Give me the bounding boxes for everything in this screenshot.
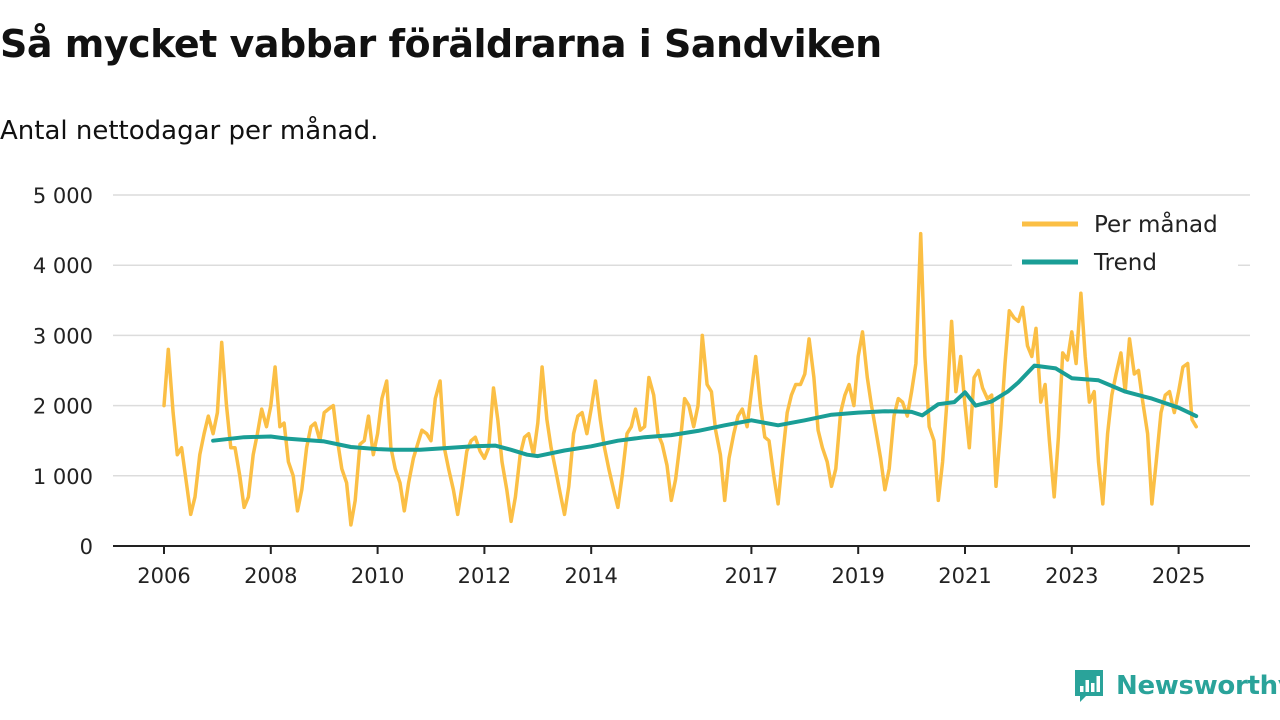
brand-name: Newsworthy <box>1116 671 1280 701</box>
y-tick-label: 5 000 <box>33 184 93 208</box>
series-line-trend <box>211 363 1199 459</box>
x-tick-label: 2006 <box>137 564 190 588</box>
legend-background <box>1012 203 1238 285</box>
page-title: Så mycket vabbar föräldrarna i Sandviken <box>0 22 882 66</box>
brand: Newsworthy <box>1072 666 1280 706</box>
x-tick-label: 2017 <box>725 564 778 588</box>
x-tick-label: 2012 <box>458 564 511 588</box>
x-tick-label: 2025 <box>1152 564 1205 588</box>
y-tick-label: 0 <box>80 535 93 559</box>
y-tick-label: 1 000 <box>33 465 93 489</box>
series-layer <box>162 231 1199 527</box>
bar-chart-logo-icon <box>1075 670 1103 702</box>
x-tick-label: 2021 <box>938 564 991 588</box>
legend-label: Trend <box>1093 250 1157 276</box>
y-tick-label: 3 000 <box>33 324 93 348</box>
legend-label: Per månad <box>1094 210 1218 238</box>
x-tick-label: 2023 <box>1045 564 1098 588</box>
page-subtitle: Antal nettodagar per månad. <box>0 116 379 146</box>
x-tick-label: 2019 <box>831 564 884 588</box>
x-tick-label: 2014 <box>564 564 617 588</box>
x-tick-label: 2008 <box>244 564 297 588</box>
series-line-per-manad <box>162 231 1198 527</box>
y-tick-label: 4 000 <box>33 254 93 278</box>
legend: Per månad Trend <box>1012 203 1238 285</box>
x-tick-label: 2010 <box>351 564 404 588</box>
x-axis: 2006 2008 2010 2012 2014 2017 2019 2021 2023 2025 <box>113 545 1250 588</box>
y-tick-label: 2 000 <box>33 395 93 419</box>
y-axis: 0 1 000 2 000 3 000 4 000 5 000 <box>33 184 93 559</box>
